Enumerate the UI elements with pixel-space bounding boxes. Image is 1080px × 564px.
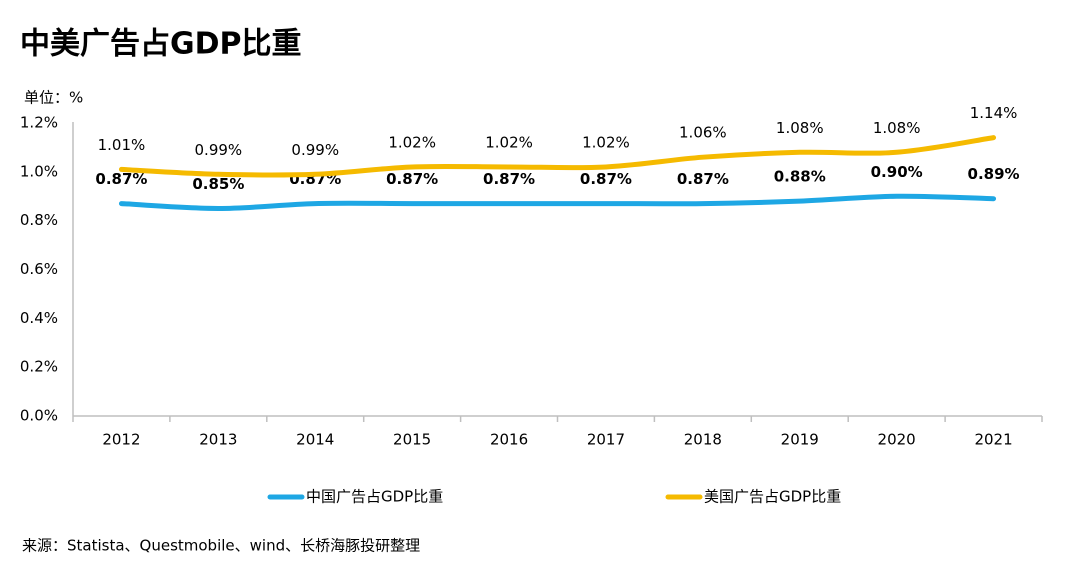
y-tick-label: 0.0% xyxy=(20,407,58,425)
series-line xyxy=(118,193,997,211)
data-label: 0.90% xyxy=(871,163,923,181)
data-label: 0.99% xyxy=(291,141,339,159)
data-label: 1.02% xyxy=(485,133,533,151)
x-tick-label: 2018 xyxy=(684,431,722,449)
data-label: 0.88% xyxy=(774,168,826,186)
y-tick-label: 0.8% xyxy=(20,211,58,229)
series-line xyxy=(118,135,997,178)
data-label: 0.89% xyxy=(968,165,1020,183)
chart-title: 中美广告占GDP比重 xyxy=(20,27,302,62)
x-tick-label: 2013 xyxy=(199,431,237,449)
x-tick-label: 2016 xyxy=(490,431,528,449)
y-tick-label: 0.4% xyxy=(20,309,58,327)
data-label: 0.85% xyxy=(192,175,244,193)
data-label: 0.87% xyxy=(386,170,438,188)
data-label: 0.87% xyxy=(483,170,535,188)
x-tick-label: 2017 xyxy=(587,431,625,449)
x-tick-label: 2020 xyxy=(878,431,916,449)
data-label: 1.14% xyxy=(970,104,1018,122)
y-tick-label: 1.2% xyxy=(20,114,58,132)
x-tick-label: 2015 xyxy=(393,431,431,449)
data-label: 1.08% xyxy=(873,119,921,137)
y-tick-label: 0.2% xyxy=(20,358,58,376)
data-label: 1.01% xyxy=(98,136,146,154)
y-tick-label: 0.6% xyxy=(20,260,58,278)
x-tick-label: 2021 xyxy=(974,431,1012,449)
legend-label: 中国广告占GDP比重 xyxy=(306,488,443,506)
data-label: 0.99% xyxy=(195,141,243,159)
x-tick-label: 2014 xyxy=(296,431,334,449)
x-tick-label: 2019 xyxy=(781,431,819,449)
data-label: 1.06% xyxy=(679,124,727,142)
data-label: 1.02% xyxy=(388,133,436,151)
y-tick-label: 1.0% xyxy=(20,162,58,180)
data-label: 1.02% xyxy=(582,133,630,151)
data-label: 0.87% xyxy=(677,170,729,188)
legend-label: 美国广告占GDP比重 xyxy=(704,488,841,506)
unit-label: 单位：% xyxy=(24,89,83,107)
data-label: 0.87% xyxy=(95,170,147,188)
source-note: 来源：Statista、Questmobile、wind、长桥海豚投研整理 xyxy=(22,537,420,555)
x-tick-label: 2012 xyxy=(102,431,140,449)
data-label: 0.87% xyxy=(580,170,632,188)
data-label: 1.08% xyxy=(776,119,824,137)
